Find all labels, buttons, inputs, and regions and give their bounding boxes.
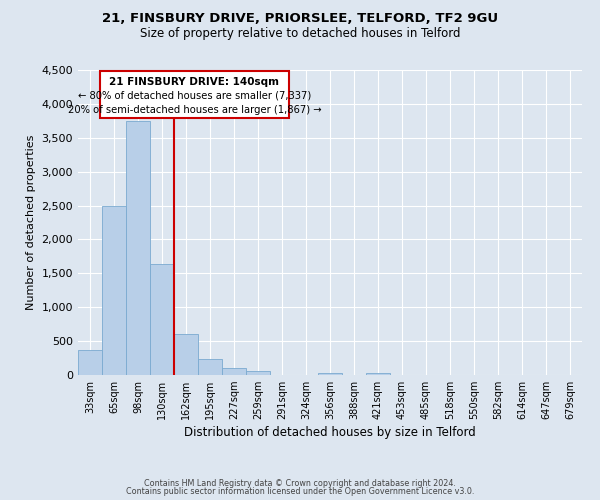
Bar bbox=[174, 334, 198, 375]
Text: 21, FINSBURY DRIVE, PRIORSLEE, TELFORD, TF2 9GU: 21, FINSBURY DRIVE, PRIORSLEE, TELFORD, … bbox=[102, 12, 498, 26]
Bar bbox=[318, 372, 342, 375]
Text: Size of property relative to detached houses in Telford: Size of property relative to detached ho… bbox=[140, 28, 460, 40]
Bar bbox=[198, 358, 222, 375]
Bar bbox=[246, 372, 270, 375]
Text: 20% of semi-detached houses are larger (1,867) →: 20% of semi-detached houses are larger (… bbox=[68, 104, 321, 115]
Bar bbox=[126, 121, 150, 375]
Text: Contains public sector information licensed under the Open Government Licence v3: Contains public sector information licen… bbox=[126, 487, 474, 496]
Bar bbox=[222, 368, 246, 375]
Bar bbox=[78, 350, 102, 375]
Bar bbox=[100, 72, 289, 118]
Text: ← 80% of detached houses are smaller (7,337): ← 80% of detached houses are smaller (7,… bbox=[78, 90, 311, 101]
X-axis label: Distribution of detached houses by size in Telford: Distribution of detached houses by size … bbox=[184, 426, 476, 440]
Text: 21 FINSBURY DRIVE: 140sqm: 21 FINSBURY DRIVE: 140sqm bbox=[109, 76, 280, 86]
Bar bbox=[150, 264, 174, 375]
Y-axis label: Number of detached properties: Number of detached properties bbox=[26, 135, 36, 310]
Text: Contains HM Land Registry data © Crown copyright and database right 2024.: Contains HM Land Registry data © Crown c… bbox=[144, 478, 456, 488]
Bar bbox=[102, 206, 126, 375]
Bar bbox=[366, 372, 390, 375]
